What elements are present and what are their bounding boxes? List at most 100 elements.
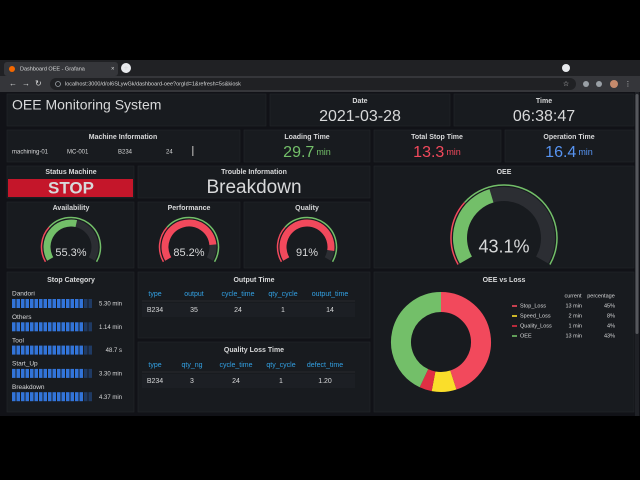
address-bar[interactable] [50, 78, 576, 90]
bar-segment [88, 322, 92, 332]
panel-title: Trouble Information [221, 169, 287, 176]
bar-segment [70, 299, 74, 308]
bar-segment [57, 392, 61, 402]
category-value: 48.7 s [106, 348, 122, 354]
category-name: Start_Up [12, 361, 38, 368]
donut-slice [440, 292, 491, 390]
bar-segment [43, 392, 47, 402]
gauge-value [279, 219, 335, 261]
bar-segment [12, 392, 16, 402]
bar-segment [61, 299, 65, 308]
category-value: 5.30 min [99, 302, 122, 308]
panel-title: Quality [295, 205, 319, 212]
table-header: output_time [312, 291, 349, 298]
gauge-threshold [464, 184, 558, 265]
bar-segment [70, 392, 74, 402]
bar-segment [61, 345, 65, 355]
bar-segment [12, 368, 16, 378]
category-value: 4.37 min [99, 395, 122, 401]
bar-segment [39, 392, 43, 402]
tab-favicon [9, 66, 15, 72]
bookmark-star[interactable]: ☆ [563, 80, 569, 88]
panel-title: OEE [497, 169, 512, 176]
back-button[interactable]: ← [9, 79, 17, 88]
bar-segment [88, 368, 92, 378]
table-cell: 24 [232, 378, 240, 385]
bar-segment [84, 345, 88, 355]
bar-segment [57, 368, 61, 378]
legend-current: 2 min [569, 313, 582, 319]
panel-title: Availability [53, 205, 90, 212]
panel [6, 271, 135, 413]
table-header: qty_cycle [268, 291, 297, 298]
bar-segment [25, 392, 29, 402]
legend-column[interactable]: percentage [587, 293, 615, 299]
bar-segment [21, 392, 25, 402]
bar-segment [75, 345, 79, 355]
bar-segment [16, 322, 20, 332]
panel-title: Machine Information [89, 134, 157, 141]
panel [504, 129, 635, 163]
gauge-label: 85.2% [173, 247, 204, 259]
reload-button[interactable]: ↻ [35, 79, 42, 88]
profile-indicator[interactable] [562, 64, 570, 72]
gauge-label: 43.1% [478, 237, 529, 257]
bar-segment [30, 368, 34, 378]
bar-segment [48, 322, 52, 332]
gauge-label: 91% [296, 247, 318, 259]
bar-segment [34, 345, 38, 355]
tab[interactable] [4, 62, 118, 76]
bar-segment [66, 322, 70, 332]
legend-swatch [512, 335, 517, 337]
panel-title: Time [536, 98, 552, 105]
panel [6, 129, 241, 163]
bar-segment [79, 322, 83, 332]
legend-percentage: 43% [604, 333, 615, 339]
table-cell: 14 [326, 307, 334, 314]
forward-button[interactable]: → [22, 79, 30, 88]
bar-segment [48, 345, 52, 355]
profile-avatar[interactable] [610, 80, 618, 88]
extension-icon[interactable] [583, 81, 589, 87]
bar-segment [21, 322, 25, 332]
gauge-threshold [276, 226, 286, 263]
bar-segment [16, 368, 20, 378]
table-cell: 35 [190, 307, 198, 314]
bar-segment [30, 322, 34, 332]
bar-segment [39, 345, 43, 355]
machine-field: 24 [166, 150, 173, 156]
panel [373, 165, 635, 269]
bar-segment [30, 392, 34, 402]
bar-segment [48, 392, 52, 402]
stat-unit: min [578, 147, 593, 157]
panel-title: Loading Time [284, 134, 329, 141]
bar-segment [57, 299, 61, 308]
bar-segment [21, 345, 25, 355]
bar-segment [25, 299, 29, 308]
bar-segment [43, 368, 47, 378]
legend-current: 13 min [565, 303, 582, 309]
bar-segment [34, 322, 38, 332]
legend-swatch [512, 305, 517, 307]
new-tab-button[interactable] [121, 63, 131, 73]
gauge-threshold [284, 216, 338, 263]
stat-value: 2021-03-28 [319, 108, 401, 125]
table-cell: B234 [147, 378, 163, 385]
site-info-icon[interactable] [55, 81, 61, 87]
donut-slice [391, 292, 442, 388]
machine-field: machining-01 [12, 150, 49, 156]
menu-button[interactable]: ⋮ [625, 81, 632, 88]
extensions-button[interactable] [596, 81, 602, 87]
panel-title: Quality Loss Time [224, 347, 284, 354]
stat-value: 29.7 min [283, 144, 331, 161]
legend-column[interactable]: current [564, 293, 582, 299]
bar-segment [16, 345, 20, 355]
table-header: qty_ng [181, 362, 202, 369]
panel [6, 201, 135, 269]
panel [243, 129, 371, 163]
bar-segment [52, 392, 56, 402]
scrollbar-thumb[interactable] [635, 94, 639, 334]
stat-number: 13.3 [413, 144, 444, 161]
tab-close[interactable]: × [111, 67, 115, 73]
